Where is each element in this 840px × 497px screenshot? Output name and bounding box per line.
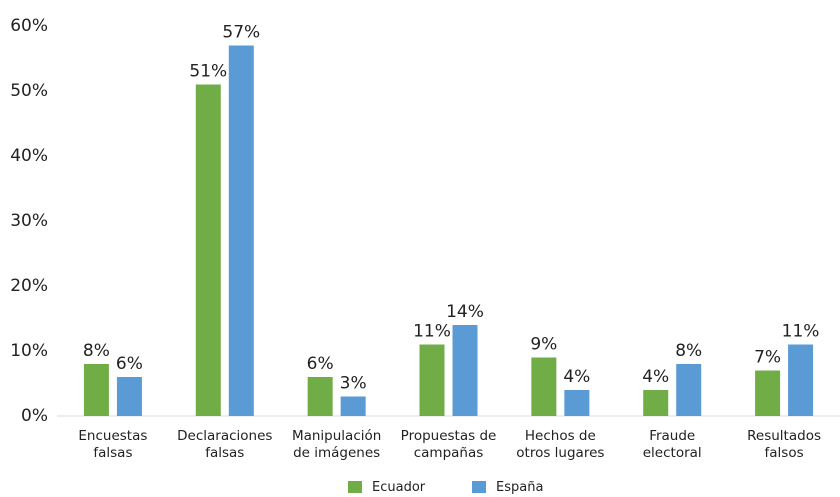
x-tick-label: Resultados (747, 428, 821, 444)
x-tick-label: Hechos de (525, 428, 596, 444)
bar (116, 377, 142, 416)
bar (564, 390, 590, 416)
x-tick-label: Fraude (649, 428, 695, 444)
y-tick-label: 30% (10, 211, 48, 231)
value-label: 11% (413, 322, 451, 342)
legend-label: Ecuador (372, 480, 426, 495)
y-tick-label: 40% (10, 146, 48, 166)
bar (419, 344, 445, 416)
value-label: 8% (83, 341, 110, 361)
x-tick-label: Encuestas (78, 428, 147, 444)
x-tick-label: falsas (93, 445, 132, 461)
y-tick-label: 10% (10, 341, 48, 361)
y-tick-label: 50% (10, 81, 48, 101)
x-tick-label: de imágenes (293, 445, 380, 461)
x-tick-label: falsas (205, 445, 244, 461)
x-tick-label: falsos (765, 445, 804, 461)
bar (755, 370, 781, 416)
bar (788, 344, 814, 416)
value-label: 14% (446, 302, 484, 322)
legend-swatch (472, 481, 486, 493)
x-tick-label: campañas (414, 445, 484, 461)
y-tick-label: 60% (10, 16, 48, 36)
bar (195, 84, 221, 416)
value-label: 9% (530, 335, 557, 355)
value-label: 4% (563, 367, 590, 387)
x-tick-label: otros lugares (516, 445, 604, 461)
value-label: 8% (675, 341, 702, 361)
legend-label: España (496, 480, 543, 495)
legend-swatch (348, 481, 362, 493)
value-label: 6% (307, 354, 334, 374)
x-tick-label: Declaraciones (177, 428, 272, 444)
value-label: 51% (189, 62, 227, 82)
x-tick-label: electoral (643, 445, 702, 461)
bar (340, 396, 366, 416)
value-label: 3% (340, 374, 367, 394)
y-tick-label: 20% (10, 276, 48, 296)
bar (83, 364, 109, 416)
bar (452, 325, 478, 416)
value-label: 4% (642, 367, 669, 387)
value-label: 57% (222, 23, 260, 43)
x-tick-label: Propuestas de (401, 428, 497, 444)
bar (307, 377, 333, 416)
y-tick-label: 0% (21, 406, 48, 426)
value-label: 7% (754, 348, 781, 368)
value-label: 11% (782, 322, 820, 342)
bar (531, 357, 557, 416)
x-tick-label: Manipulación (292, 428, 381, 444)
bar (228, 45, 254, 416)
bar (643, 390, 669, 416)
value-label: 6% (116, 354, 143, 374)
bar (676, 364, 702, 416)
